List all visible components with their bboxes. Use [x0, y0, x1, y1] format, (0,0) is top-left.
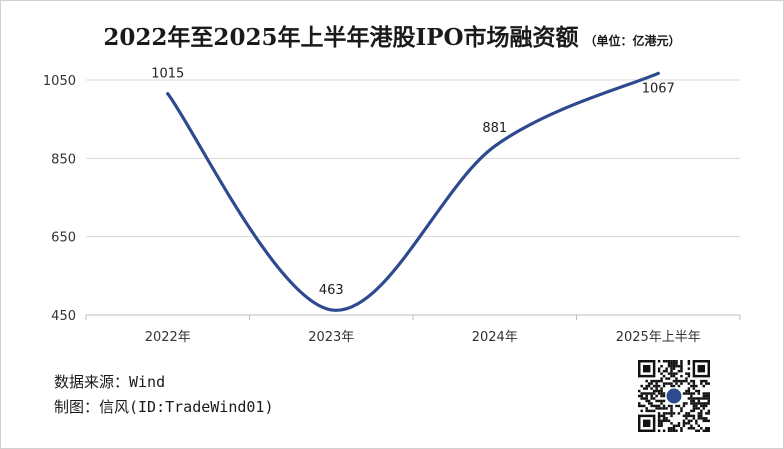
- data-point: [656, 71, 660, 75]
- y-tick-label: 850: [51, 152, 76, 167]
- qr-code-icon: [638, 360, 710, 432]
- series-line: [166, 71, 660, 312]
- author-note: 制图：信风(ID:TradeWind01): [54, 398, 274, 416]
- y-tick-label: 1050: [43, 74, 76, 89]
- x-tick-label: 2024年: [472, 330, 518, 345]
- x-tick-label: 2023年: [308, 330, 354, 345]
- data-point: [493, 144, 497, 148]
- source-note: 数据来源：Wind: [54, 373, 166, 391]
- data-label: 881: [482, 121, 507, 136]
- chart-title-row: 2022年至2025年上半年港股IPO市场融资额 （单位：亿港元）: [0, 18, 784, 52]
- data-point: [329, 308, 333, 312]
- y-tick-label: 650: [51, 231, 76, 246]
- data-label: 1015: [151, 67, 184, 82]
- x-tick-label: 2025年上半年: [616, 330, 701, 345]
- y-tick-label: 450: [51, 309, 76, 324]
- data-point: [166, 92, 170, 96]
- x-tick-label: 2022年: [145, 330, 191, 345]
- data-label: 463: [319, 283, 344, 298]
- chart-unit: （单位：亿港元）: [584, 34, 681, 48]
- chart-title: 2022年至2025年上半年港股IPO市场融资额: [103, 24, 579, 51]
- data-label: 1067: [642, 81, 675, 96]
- line-chart: 450 650 850 1050 2022年 2023年 2024年 2025年上半年 1015…: [43, 67, 741, 345]
